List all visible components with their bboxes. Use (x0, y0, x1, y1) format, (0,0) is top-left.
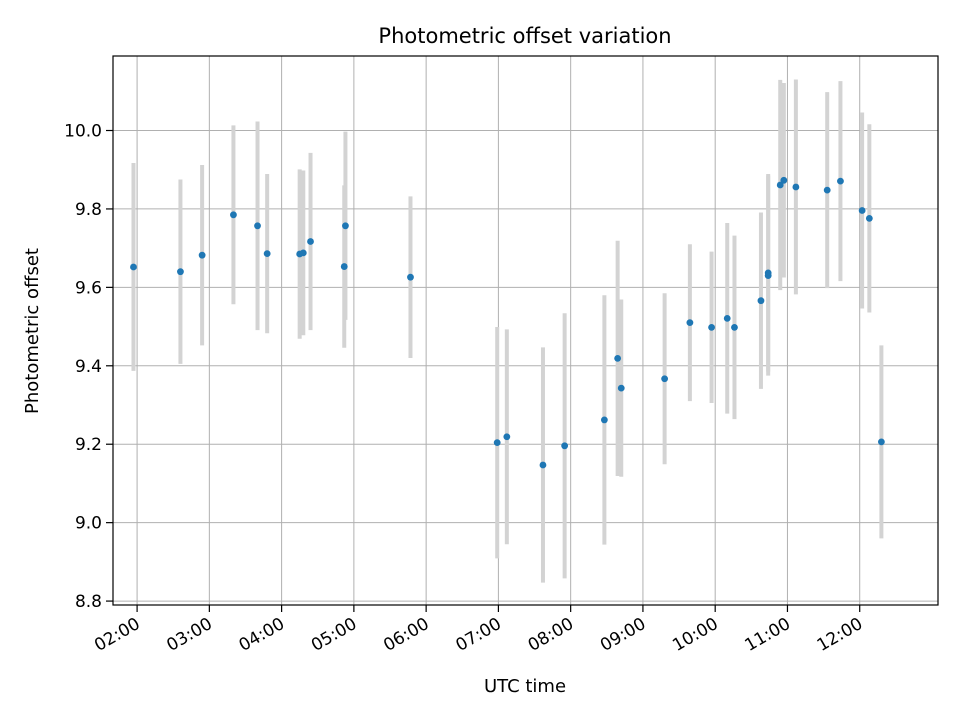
y-tick-label: 9.6 (75, 278, 102, 298)
data-point (493, 439, 501, 447)
data-point (823, 186, 831, 194)
data-point (407, 273, 414, 281)
data-point (661, 375, 669, 383)
data-point (561, 442, 569, 450)
data-point (764, 272, 772, 279)
data-point (503, 433, 511, 441)
x-tick-label: 10:00 (669, 614, 721, 656)
data-point (307, 238, 314, 245)
data-point (340, 263, 348, 270)
x-tick-label: 04:00 (236, 614, 288, 656)
x-tick-label: 02:00 (91, 614, 143, 656)
data-point (177, 268, 184, 276)
data-point (342, 222, 349, 230)
y-tick-label: 10.0 (64, 122, 102, 142)
x-axis-label: UTC time (484, 676, 566, 697)
data-point (614, 354, 622, 362)
data-point (230, 211, 237, 219)
data-point (837, 177, 844, 185)
data-point (600, 416, 608, 424)
data-point (858, 207, 866, 214)
plot-frame (112, 55, 939, 606)
data-point (757, 297, 765, 305)
data-points (130, 176, 885, 469)
x-tick-label: 07:00 (452, 614, 504, 656)
x-tick-label: 12:00 (814, 614, 866, 656)
grid-lines (113, 56, 938, 605)
y-tick-label: 9.0 (75, 514, 102, 534)
data-point (792, 183, 800, 191)
y-tick-label: 8.8 (75, 592, 102, 612)
data-point (776, 181, 784, 189)
data-point (263, 250, 271, 258)
x-tick-label: 06:00 (380, 614, 432, 656)
data-point (254, 222, 261, 230)
plot-background (113, 56, 938, 605)
y-tick-label: 9.4 (75, 357, 102, 377)
data-point (686, 319, 694, 327)
x-tick-label: 08:00 (525, 614, 577, 656)
data-point (617, 384, 625, 392)
data-point (198, 251, 206, 259)
data-point (299, 249, 307, 257)
y-axis-label: Photometric offset (22, 248, 43, 414)
data-point (780, 176, 788, 184)
data-point (865, 214, 873, 222)
x-tick-label: 03:00 (163, 614, 215, 656)
y-tick-label: 9.8 (75, 200, 102, 220)
x-tick-label: 11:00 (742, 614, 794, 656)
data-point (877, 438, 885, 446)
data-point (731, 323, 738, 331)
chart-title: Photometric offset variation (378, 24, 671, 48)
data-point (130, 263, 137, 271)
x-tick-label: 05:00 (308, 614, 360, 656)
data-point (723, 314, 731, 322)
y-tick-label: 9.2 (75, 435, 102, 455)
data-point (708, 323, 715, 331)
x-tick-label: 09:00 (597, 614, 649, 656)
data-point (539, 461, 547, 469)
